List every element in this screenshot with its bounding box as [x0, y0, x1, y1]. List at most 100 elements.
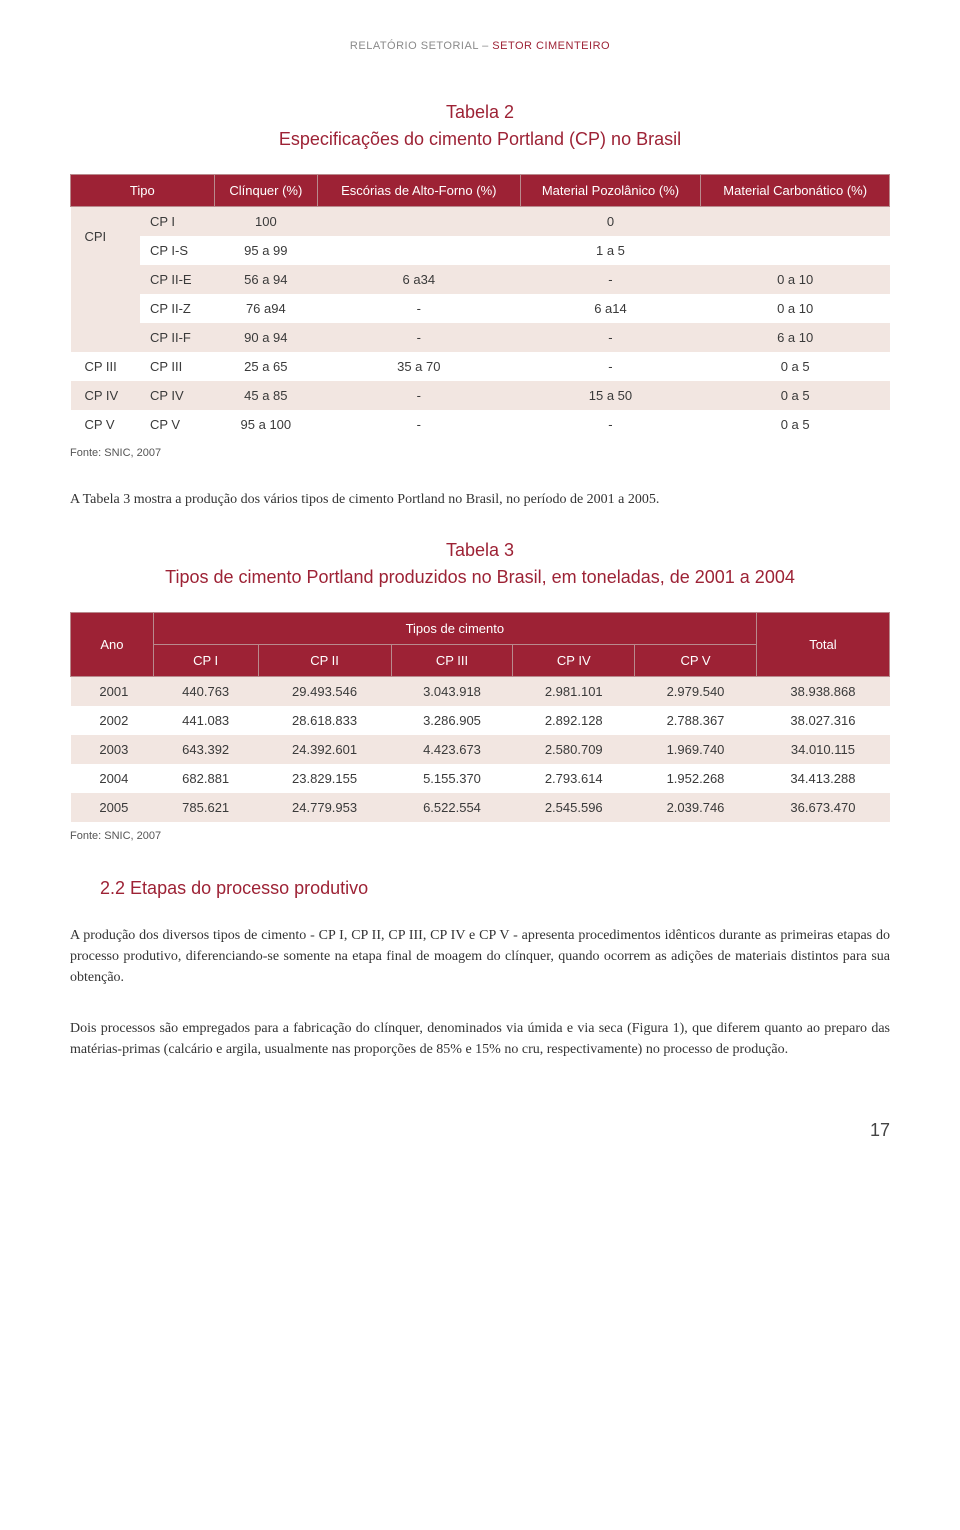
- table2-col-clinquer: Clínquer (%): [214, 175, 317, 207]
- section-number: 2.2: [100, 878, 125, 898]
- table3-cell: 24.779.953: [258, 793, 391, 822]
- table2-cell: 6 a 10: [701, 323, 890, 352]
- table3-cell: 441.083: [153, 706, 258, 735]
- table-row: CP II-F90 a 94--6 a 10: [71, 323, 890, 352]
- table2-cell: 0: [520, 207, 701, 237]
- table2-cell: 45 a 85: [214, 381, 317, 410]
- table2-cell: 95 a 100: [214, 410, 317, 439]
- table3-col-ano: Ano: [71, 613, 154, 677]
- table2-cell: -: [318, 323, 521, 352]
- table-row: CP I-S95 a 99 1 a 5: [71, 236, 890, 265]
- table-row: 2001440.76329.493.5463.043.9182.981.1012…: [71, 677, 890, 707]
- table-row: CP II-E56 a 946 a34-0 a 10: [71, 265, 890, 294]
- table2-cell: 76 a94: [214, 294, 317, 323]
- paragraph-1: A Tabela 3 mostra a produção dos vários …: [70, 489, 890, 510]
- table3-col-cp3: CP III: [391, 645, 513, 677]
- table2-source: Fonte: SNIC, 2007: [70, 447, 890, 459]
- table3-heading: Tabela 3 Tipos de cimento Portland produ…: [70, 540, 890, 588]
- table3-cell: 2.788.367: [635, 706, 757, 735]
- table2-group-cell: CPI: [71, 207, 140, 266]
- table2-col-pozo: Material Pozolânico (%): [520, 175, 701, 207]
- table3-cell: 4.423.673: [391, 735, 513, 764]
- table2-cell: 90 a 94: [214, 323, 317, 352]
- table3-cell: 29.493.546: [258, 677, 391, 707]
- table2-cell: -: [318, 410, 521, 439]
- table3-cell: 2.545.596: [513, 793, 635, 822]
- table2-cell: [318, 207, 521, 237]
- table2-cell: 25 a 65: [214, 352, 317, 381]
- header-bold: SETOR CIMENTEIRO: [492, 40, 610, 52]
- table2-body: CPICP I1000CP I-S95 a 991 a 5CP II-E56 a…: [71, 207, 890, 440]
- table2-cell: 100: [214, 207, 317, 237]
- table3-cell: 38.938.868: [756, 677, 889, 707]
- table3-col-group: Tipos de cimento: [153, 613, 756, 645]
- table2-col-tipo: Tipo: [71, 175, 215, 207]
- table3-cell: 2.892.128: [513, 706, 635, 735]
- running-header: RELATÓRIO SETORIAL – SETOR CIMENTEIRO: [70, 40, 890, 52]
- section-heading: 2.2 Etapas do processo produtivo: [100, 878, 890, 899]
- table3-cell: 2.039.746: [635, 793, 757, 822]
- table2-cell: 1 a 5: [520, 236, 701, 265]
- table2-cell: CP I-S: [140, 236, 214, 265]
- table2-cell: CP III: [140, 352, 214, 381]
- table3-col-cp2: CP II: [258, 645, 391, 677]
- table-row: CP IIICP III25 a 6535 a 70-0 a 5: [71, 352, 890, 381]
- table2-cell: 0 a 5: [701, 381, 890, 410]
- table2-group-cell: [71, 265, 140, 352]
- header-light: RELATÓRIO SETORIAL –: [350, 40, 492, 52]
- table3-cell: 3.286.905: [391, 706, 513, 735]
- table3-cell: 23.829.155: [258, 764, 391, 793]
- table3-cell: 2001: [71, 677, 154, 707]
- table3-number: Tabela 3: [70, 540, 890, 561]
- paragraph-2: A produção dos diversos tipos de cimento…: [70, 925, 890, 988]
- table2-cell: 6 a34: [318, 265, 521, 294]
- table2-cell: 0 a 10: [701, 265, 890, 294]
- table2-cell: -: [520, 352, 701, 381]
- table2-cell: [701, 236, 890, 265]
- table2-col-carb: Material Carbonático (%): [701, 175, 890, 207]
- table3-head: Ano Tipos de cimento Total CP I CP II CP…: [71, 613, 890, 677]
- table3-cell: 2.580.709: [513, 735, 635, 764]
- table3-cell: 1.952.268: [635, 764, 757, 793]
- table3-col-cp1: CP I: [153, 645, 258, 677]
- table2-cell: 0 a 5: [701, 410, 890, 439]
- table-row: CP II-Z76 a94-6 a140 a 10: [71, 294, 890, 323]
- table3-cell: 36.673.470: [756, 793, 889, 822]
- table3-cell: 24.392.601: [258, 735, 391, 764]
- table-row: 2004682.88123.829.1555.155.3702.793.6141…: [71, 764, 890, 793]
- table2-group-cell: CP IV: [71, 381, 140, 410]
- table3-cell: 643.392: [153, 735, 258, 764]
- table2-caption: Especificações do cimento Portland (CP) …: [70, 129, 890, 150]
- paragraph-3: Dois processos são empregados para a fab…: [70, 1018, 890, 1060]
- table3-col-cp5: CP V: [635, 645, 757, 677]
- table2-cell: CP II-E: [140, 265, 214, 294]
- table3: Ano Tipos de cimento Total CP I CP II CP…: [70, 612, 890, 822]
- table2-cell: 95 a 99: [214, 236, 317, 265]
- table2-cell: CP II-F: [140, 323, 214, 352]
- table3-cell: 28.618.833: [258, 706, 391, 735]
- table3-cell: 2003: [71, 735, 154, 764]
- table3-cell: 2002: [71, 706, 154, 735]
- table2-group-cell: CP V: [71, 410, 140, 439]
- table3-cell: 440.763: [153, 677, 258, 707]
- table-row: CP IVCP IV45 a 85-15 a 500 a 5: [71, 381, 890, 410]
- table-row: 2002441.08328.618.8333.286.9052.892.1282…: [71, 706, 890, 735]
- page-number: 17: [70, 1120, 890, 1141]
- table2-cell: 6 a14: [520, 294, 701, 323]
- table3-cell: 2.981.101: [513, 677, 635, 707]
- table2-cell: -: [520, 323, 701, 352]
- table-row: CPICP I1000: [71, 207, 890, 237]
- table2-group-cell: CP III: [71, 352, 140, 381]
- table2-cell: 56 a 94: [214, 265, 317, 294]
- table2-cell: CP II-Z: [140, 294, 214, 323]
- page: RELATÓRIO SETORIAL – SETOR CIMENTEIRO Ta…: [0, 0, 960, 1171]
- table2-cell: 0 a 10: [701, 294, 890, 323]
- table3-cell: 38.027.316: [756, 706, 889, 735]
- table2-cell: CP IV: [140, 381, 214, 410]
- table2: Tipo Clínquer (%) Escórias de Alto-Forno…: [70, 174, 890, 439]
- table3-cell: 5.155.370: [391, 764, 513, 793]
- table2-cell: CP V: [140, 410, 214, 439]
- table3-cell: 2004: [71, 764, 154, 793]
- section-title: Etapas do processo produtivo: [130, 878, 368, 898]
- table-row: CP VCP V95 a 100--0 a 5: [71, 410, 890, 439]
